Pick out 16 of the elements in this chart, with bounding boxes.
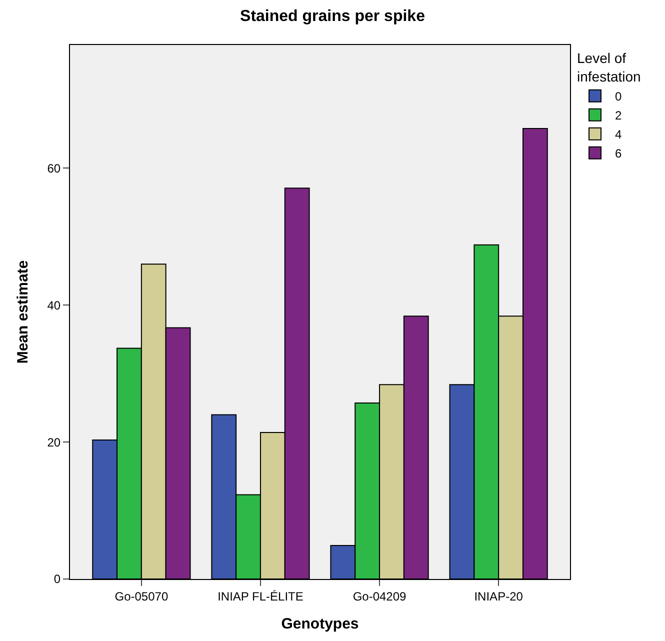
- x-tick-label: INIAP FL-ÉLITE: [218, 589, 304, 604]
- chart-title: Stained grains per spike: [240, 8, 426, 25]
- legend-title: Level of infestation: [577, 50, 641, 84]
- y-axis-title: Mean estimate: [14, 260, 32, 364]
- x-tick-label: Go-05070: [114, 589, 168, 604]
- x-tick-label: Go-04209: [352, 589, 407, 604]
- y-tick-label: 20: [47, 435, 61, 450]
- legend-label: 6: [615, 146, 622, 161]
- y-tick-label: 60: [47, 161, 61, 176]
- x-tick-label: INIAP-20: [474, 589, 524, 604]
- legend-label: 0: [615, 90, 622, 104]
- x-axis-title: Genotypes: [281, 615, 359, 632]
- legend-label: 2: [615, 108, 622, 123]
- legend-label: 4: [615, 128, 622, 142]
- y-tick-label: 40: [47, 298, 61, 312]
- y-tick-label: 0: [54, 572, 61, 586]
